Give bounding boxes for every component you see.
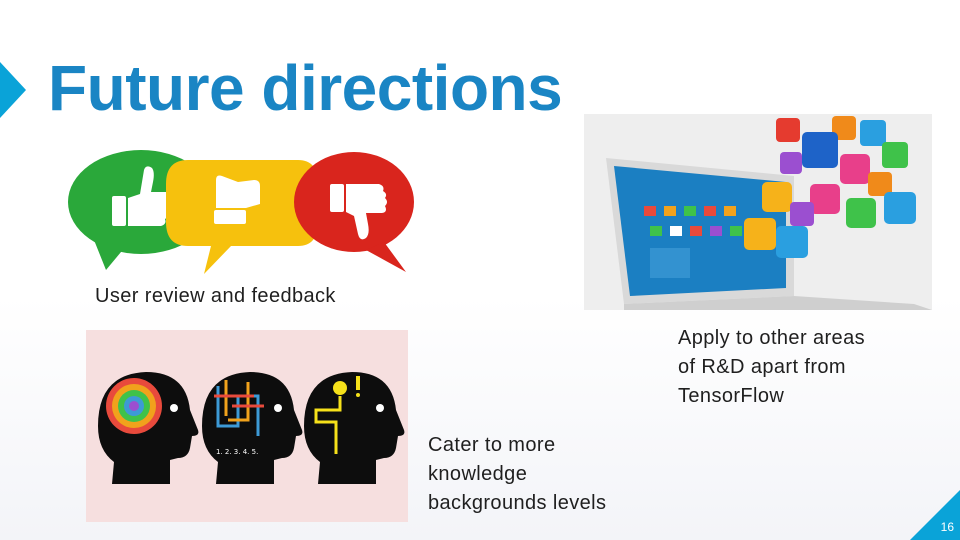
cart-lock-icon [868, 172, 892, 196]
apply-caption-line: of R&D apart from [678, 356, 846, 378]
head-swirl [98, 372, 199, 484]
info-icon [776, 118, 800, 142]
chart-icon [882, 142, 908, 168]
laptop-base [624, 296, 932, 310]
cater-caption: Cater to more knowledge backgrounds leve… [428, 431, 606, 518]
rss-icon [744, 218, 776, 250]
percent-icon [884, 192, 916, 224]
slide-number-corner [910, 490, 960, 540]
lock-icon [790, 202, 814, 226]
lightbulb-icon [333, 381, 347, 395]
feedback-caption: User review and feedback [95, 285, 336, 307]
laptop-apps-image [584, 114, 932, 310]
svg-text:1. 2. 3. 4. 5.: 1. 2. 3. 4. 5. [216, 448, 258, 456]
thumbs-sideways-bubble [166, 160, 318, 274]
thumbs-sideways-icon [214, 175, 260, 224]
thumbs-down-icon [330, 184, 387, 240]
slide-title: Future directions [48, 52, 563, 124]
music-icon [810, 184, 840, 214]
three-heads-image: 1. 2. 3. 4. 5. [86, 330, 408, 522]
apply-caption-line: TensorFlow [678, 385, 785, 407]
thumbs-up-icon [112, 166, 171, 226]
floating-app-icons [744, 116, 916, 258]
screen-app-grid [644, 206, 742, 278]
feedback-bubbles-image [68, 150, 414, 274]
title-accent-triangle [0, 62, 26, 118]
search-icon [840, 154, 870, 184]
people-icon [780, 152, 802, 174]
mail-icon [762, 182, 792, 212]
apply-caption-line: Apply to other areas [678, 327, 865, 349]
globe-icon [802, 132, 838, 168]
cater-caption-line: knowledge [428, 463, 528, 485]
thumbs-down-bubble [294, 152, 414, 272]
head-maze: 1. 2. 3. 4. 5. [202, 372, 303, 484]
cater-caption-line: Cater to more [428, 434, 556, 456]
font-icon [860, 120, 886, 146]
slide-number: 16 [940, 520, 954, 534]
camera-icon [776, 226, 808, 258]
cater-caption-line: backgrounds levels [428, 492, 607, 514]
head-idea [304, 372, 405, 484]
basket-icon [846, 198, 876, 228]
apply-caption: Apply to other areas of R&D apart from T… [678, 324, 865, 411]
settings-icon [832, 116, 856, 140]
